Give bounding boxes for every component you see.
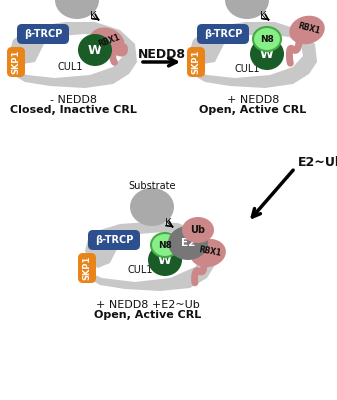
Ellipse shape xyxy=(78,34,112,66)
Text: Open, Active CRL: Open, Active CRL xyxy=(94,310,202,320)
Text: E2~Ub: E2~Ub xyxy=(298,156,337,170)
Text: N8: N8 xyxy=(158,240,172,250)
Ellipse shape xyxy=(148,244,182,276)
Ellipse shape xyxy=(89,28,125,56)
Polygon shape xyxy=(10,22,137,88)
Ellipse shape xyxy=(182,217,214,243)
Text: SKP1: SKP1 xyxy=(83,256,92,280)
Text: RBX1: RBX1 xyxy=(97,33,121,49)
Text: Closed, Inactive CRL: Closed, Inactive CRL xyxy=(9,105,136,115)
Text: CUL1: CUL1 xyxy=(234,64,260,74)
Ellipse shape xyxy=(168,226,208,260)
Text: β-TRCP: β-TRCP xyxy=(24,29,62,39)
Ellipse shape xyxy=(151,233,179,257)
Text: β-TRCP: β-TRCP xyxy=(95,235,133,245)
Polygon shape xyxy=(190,22,317,88)
Ellipse shape xyxy=(190,239,226,267)
FancyBboxPatch shape xyxy=(197,24,249,44)
Text: Substrate: Substrate xyxy=(128,181,176,191)
Text: Open, Active CRL: Open, Active CRL xyxy=(200,105,307,115)
FancyBboxPatch shape xyxy=(7,47,25,77)
Ellipse shape xyxy=(250,38,284,70)
Text: W: W xyxy=(158,254,172,266)
Text: SKP1: SKP1 xyxy=(191,50,201,74)
Text: RBX1: RBX1 xyxy=(198,246,222,258)
Ellipse shape xyxy=(253,27,281,51)
Text: Ub: Ub xyxy=(190,225,206,235)
Text: + NEDD8 +E2~Ub: + NEDD8 +E2~Ub xyxy=(96,300,200,310)
Ellipse shape xyxy=(55,0,99,19)
FancyBboxPatch shape xyxy=(88,230,140,250)
Polygon shape xyxy=(85,222,215,291)
Text: CUL1: CUL1 xyxy=(57,62,83,72)
Text: N8: N8 xyxy=(260,34,274,44)
FancyBboxPatch shape xyxy=(78,253,96,283)
Ellipse shape xyxy=(225,0,269,19)
Ellipse shape xyxy=(130,188,174,226)
FancyBboxPatch shape xyxy=(17,24,69,44)
Text: K: K xyxy=(260,11,266,21)
Text: W: W xyxy=(88,44,102,56)
Text: K: K xyxy=(165,218,171,228)
FancyBboxPatch shape xyxy=(187,47,205,77)
Text: W: W xyxy=(260,48,274,60)
Text: E2: E2 xyxy=(181,238,195,248)
Text: K: K xyxy=(90,11,96,21)
Text: + NEDD8: + NEDD8 xyxy=(227,95,279,105)
Text: SKP1: SKP1 xyxy=(11,50,21,74)
Text: NEDD8: NEDD8 xyxy=(138,48,186,62)
Text: β-TRCP: β-TRCP xyxy=(204,29,242,39)
Text: RBX1: RBX1 xyxy=(297,22,321,36)
Text: CUL1: CUL1 xyxy=(127,265,153,275)
Text: - NEDD8: - NEDD8 xyxy=(50,95,96,105)
Ellipse shape xyxy=(289,16,325,44)
